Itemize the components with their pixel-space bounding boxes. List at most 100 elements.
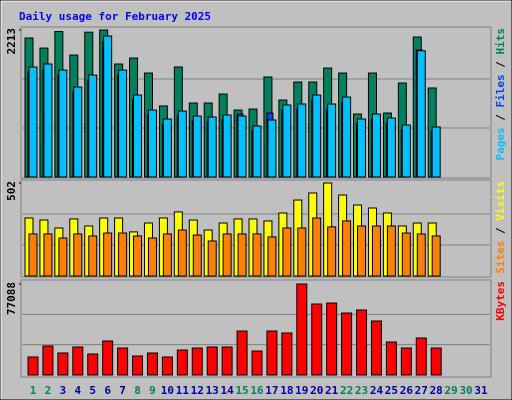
bar: [43, 233, 53, 277]
bar: [312, 94, 322, 178]
bar: [43, 63, 53, 178]
bar: [222, 114, 232, 178]
legend-separator: /: [494, 221, 507, 241]
bar: [177, 110, 187, 178]
bar: [326, 302, 338, 376]
bar: [312, 217, 322, 277]
x-tick-label: 17: [265, 384, 278, 397]
bar: [103, 232, 113, 277]
bar: [327, 103, 337, 178]
x-tick-label: 18: [280, 384, 293, 397]
bar: [221, 346, 233, 376]
x-tick-label: 14: [221, 384, 235, 397]
x-tick-label: 11: [176, 384, 190, 397]
x-tick-label: 2: [45, 384, 52, 397]
bar: [237, 233, 247, 277]
bar: [207, 116, 217, 178]
x-tick-label: 20: [310, 384, 323, 397]
bar: [431, 126, 441, 178]
legend-entry: KBytes: [494, 281, 507, 321]
bar: [192, 234, 202, 277]
x-tick-label: 12: [191, 384, 204, 397]
x-tick-label: 7: [119, 384, 126, 397]
x-tick-label: 9: [149, 384, 156, 397]
bar: [430, 347, 442, 376]
bar: [73, 233, 83, 277]
bar: [88, 74, 98, 178]
bar: [357, 225, 367, 277]
x-tick-label: 29: [445, 384, 458, 397]
x-tick-label: 13: [206, 384, 219, 397]
bar: [176, 349, 188, 376]
bar: [132, 355, 144, 376]
bar: [73, 86, 83, 178]
x-tick-label: 8: [134, 384, 141, 397]
bar: [162, 118, 172, 178]
bar: [282, 227, 292, 277]
bar: [147, 109, 157, 178]
bar: [206, 346, 218, 376]
x-tick-label: 22: [340, 384, 353, 397]
legend-entry: Files: [494, 74, 507, 107]
bar: [103, 35, 113, 178]
bar: [341, 312, 353, 376]
x-tick-label: 25: [385, 384, 398, 397]
bar: [401, 232, 411, 277]
bar: [207, 240, 217, 277]
bar: [146, 352, 158, 376]
legend-entry: Hits: [494, 28, 507, 55]
x-tick-label: 23: [355, 384, 368, 397]
bar: [385, 341, 397, 376]
bar: [282, 104, 292, 178]
bar: [327, 226, 337, 277]
bar: [416, 233, 426, 277]
bar: [133, 94, 143, 178]
bar: [267, 119, 277, 178]
bar: [57, 352, 69, 376]
x-tick-label: 5: [89, 384, 96, 397]
x-tick-label: 6: [104, 384, 111, 397]
bar: [28, 66, 38, 178]
y-tick-label: 2213: [5, 28, 18, 55]
x-tick-label: 4: [74, 384, 81, 397]
bar: [431, 235, 441, 277]
x-tick-label: 21: [325, 384, 339, 397]
x-tick-label: 31: [474, 384, 488, 397]
bar: [192, 115, 202, 178]
bar: [252, 233, 262, 277]
bar: [27, 356, 39, 376]
bar: [58, 69, 68, 178]
legend-entry: Sites: [494, 241, 507, 274]
x-tick-label: 1: [30, 384, 37, 397]
bar: [28, 233, 38, 277]
bar: [371, 225, 381, 277]
bar: [401, 124, 411, 178]
x-tick-label: 15: [235, 384, 248, 397]
legend: KBytes: [494, 281, 507, 321]
bar: [162, 233, 172, 277]
bar: [72, 346, 84, 376]
y-tick-label: 502: [5, 181, 18, 201]
bar: [118, 69, 128, 178]
bar: [102, 340, 114, 376]
bar: [147, 237, 157, 277]
bar: [266, 330, 278, 376]
bar: [237, 115, 247, 178]
bar: [357, 118, 367, 178]
bar: [252, 125, 262, 178]
bar: [342, 220, 352, 277]
bar: [117, 347, 129, 376]
x-tick-label: 19: [295, 384, 308, 397]
x-tick-label: 28: [430, 384, 443, 397]
x-tick-label: 27: [415, 384, 428, 397]
legend: Sites / Visits: [494, 181, 507, 274]
bar: [236, 330, 248, 376]
legend-separator: /: [494, 55, 507, 75]
x-tick-label: 24: [370, 384, 384, 397]
bar: [87, 353, 99, 376]
bar: [371, 113, 381, 178]
bar: [356, 309, 368, 376]
legend-entry: Visits: [494, 181, 507, 221]
bar: [297, 227, 307, 277]
